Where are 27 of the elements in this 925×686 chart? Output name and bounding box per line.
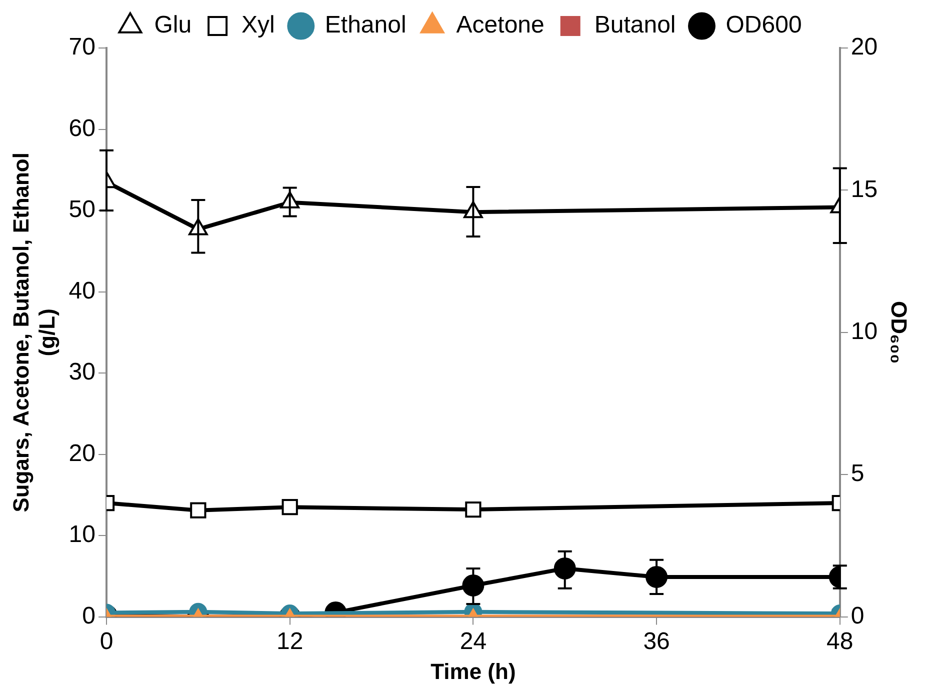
x-tick-label: 0 — [100, 628, 114, 655]
x-tick-label: 24 — [460, 628, 487, 655]
y-tick-label: 0 — [82, 602, 96, 630]
legend-label: Ethanol — [324, 12, 406, 39]
y-tick-label: 70 — [68, 34, 96, 61]
legend-label: Glu — [154, 12, 192, 39]
y-tick-label: 10 — [68, 521, 96, 548]
y2-tick-label: 20 — [850, 34, 878, 61]
y2-tick-label: 10 — [850, 318, 878, 346]
x-tick-label: 36 — [643, 628, 670, 655]
y-axis-title: Sugars, Acetone, Butanol, Ethanol (g/L) — [8, 152, 60, 512]
x-axis-title: Time (h) — [430, 658, 516, 684]
y-tick-label: 20 — [68, 440, 96, 467]
legend-label: Xyl — [242, 12, 275, 39]
legend-label: Acetone — [456, 12, 544, 39]
y2-tick-label: 5 — [850, 460, 864, 488]
x-tick-label: 48 — [826, 628, 854, 655]
y2-tick-label: 15 — [850, 176, 878, 203]
y-tick-label: 50 — [68, 196, 96, 224]
legend-label: Butanol — [594, 12, 676, 39]
x-tick-label: 12 — [276, 628, 304, 655]
y-tick-label: 60 — [68, 114, 96, 142]
y-tick-label: 40 — [68, 277, 96, 304]
legend-label: OD600 — [726, 12, 802, 39]
y2-tick-label: 0 — [850, 602, 864, 630]
y-tick-label: 30 — [68, 358, 96, 386]
y2-axis-title: OD₆₀₀ — [886, 300, 912, 364]
